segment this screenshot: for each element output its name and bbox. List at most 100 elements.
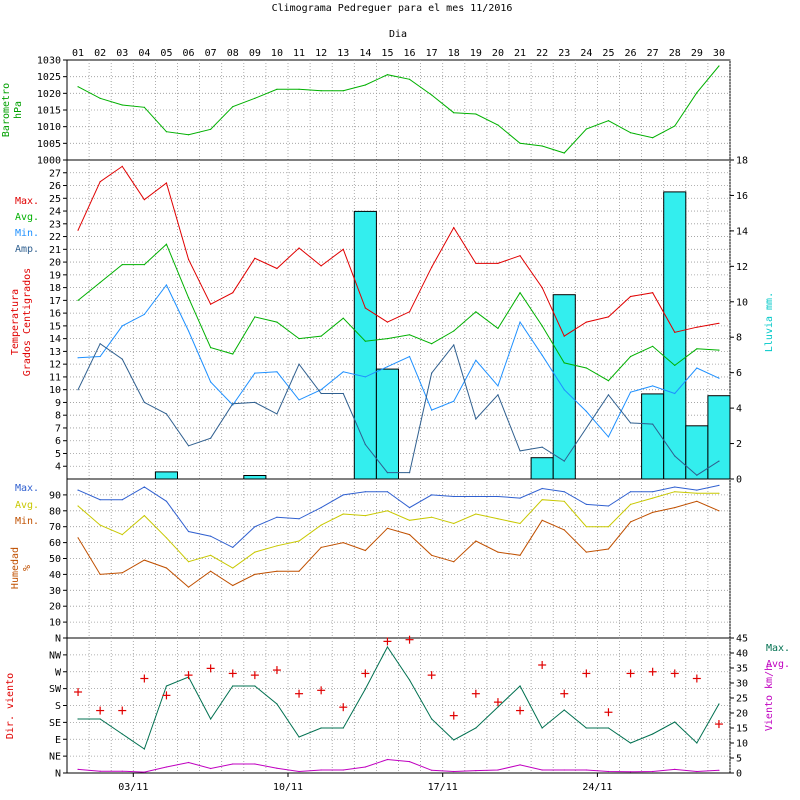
temp-line-max-point: [408, 311, 411, 313]
y2-axis-label: Lluvia mm.: [764, 292, 775, 352]
wind-line-max-point: [453, 739, 455, 741]
temp-line-min-point: [320, 389, 322, 391]
temp-line-max-point: [519, 255, 521, 257]
hum-line-min-point: [453, 561, 455, 563]
barometro-line-point: [431, 94, 433, 96]
wind-line-avg-point: [696, 770, 698, 773]
temp-line-max-point: [541, 287, 543, 289]
wind-line-max-point: [652, 733, 654, 735]
temp-line-min-point: [386, 366, 389, 368]
temp-line-amp-point: [607, 394, 610, 396]
day-label: 19: [470, 48, 482, 59]
temp-line-max-point: [453, 227, 455, 229]
y-tick-label: 1025: [37, 72, 61, 83]
temp-line-max-point: [585, 321, 587, 323]
temp-line-avg-point: [99, 281, 101, 284]
barometro-line-point: [563, 152, 565, 154]
temp-line-min-point: [408, 355, 411, 358]
temp-line-amp-point: [165, 413, 168, 415]
day-label: 26: [625, 48, 637, 59]
wind-line-avg-point: [143, 771, 145, 773]
temp-line-amp-point: [77, 389, 79, 391]
temp-line-avg-point: [408, 334, 411, 336]
wind-direction-marker: [206, 664, 215, 673]
temp-line-max-point: [674, 331, 676, 333]
wind-line-max-point: [607, 727, 610, 729]
wind-line-avg-point: [674, 768, 676, 771]
y2-tick-label: 30: [736, 679, 748, 690]
barometro-line-point: [320, 90, 322, 92]
temp-line-max-point: [99, 181, 101, 183]
temp-line-avg-point: [629, 355, 632, 358]
y2-tick-label: 45: [736, 634, 748, 645]
wind-line-avg-point: [408, 761, 411, 763]
wind-line-avg-point: [99, 770, 101, 772]
legend-entry: Min.: [15, 516, 39, 527]
wind-line-avg-point: [563, 769, 565, 771]
temp-line-avg-point: [77, 299, 79, 301]
temp-line-max-point: [254, 257, 256, 259]
hum-line-max: [77, 484, 720, 549]
temp-line-amp-point: [674, 455, 676, 457]
day-label: 01: [72, 48, 84, 59]
hum-line-avg-point: [519, 522, 521, 525]
temp-line-min-point: [298, 399, 300, 401]
hum-line-min-point: [99, 573, 101, 576]
wind-line-max-point: [121, 733, 123, 735]
axis-label: hPa: [13, 101, 24, 119]
hum-line-avg-point: [320, 524, 322, 526]
hum-line-min-point: [674, 507, 676, 509]
wind-line-max-point: [276, 703, 278, 705]
wind-direction-marker: [96, 706, 105, 715]
wind-line-max-point: [99, 718, 101, 720]
wind-line-max-point: [541, 727, 543, 729]
day-label: 12: [315, 48, 327, 59]
y2-tick-label: 8: [736, 333, 742, 344]
temp-line-amp-point: [210, 437, 212, 439]
temp-line-max-point: [386, 321, 389, 323]
hum-line-avg-point: [652, 497, 654, 499]
y2-tick-label: 0: [736, 769, 742, 780]
hum-line-max-point: [342, 494, 344, 496]
barometro-line-point: [386, 74, 389, 76]
y-tick-label: 25: [49, 194, 61, 205]
barometro-line-point: [342, 90, 344, 92]
y-tick-label: 24: [49, 207, 61, 218]
hum-line-max-point: [320, 507, 322, 509]
day-label: 11: [293, 48, 305, 59]
wind-line-max-point: [696, 742, 698, 744]
day-label: 08: [227, 48, 239, 59]
axis-label: %: [22, 565, 33, 571]
x-tick-label: 10/11: [273, 782, 303, 793]
temp-line-max-point: [607, 316, 610, 318]
wind-line-avg-point: [165, 766, 168, 768]
y-tick-label: 11: [49, 372, 61, 383]
wind-line-avg-point: [386, 758, 389, 761]
barometro-line-point: [298, 88, 300, 90]
temp-line-min-point: [99, 355, 101, 358]
temp-line-avg-point: [453, 330, 455, 332]
wind-line-avg-point: [121, 770, 123, 772]
temp-line-min-point: [254, 372, 256, 374]
wind-direction-marker: [604, 708, 613, 717]
temp-line-min-point: [187, 330, 190, 332]
y-tick-label: 1020: [37, 89, 61, 100]
wind-line-avg-point: [652, 770, 654, 773]
y-tick-label: 1030: [37, 56, 61, 67]
temp-line-max-point: [232, 292, 234, 294]
temp-line-max-point: [629, 295, 632, 298]
wind-direction-marker: [272, 666, 281, 675]
day-label: 30: [713, 48, 725, 59]
y-tick-label: 6: [55, 436, 61, 447]
temp-line-avg-point: [585, 367, 587, 369]
temp-line-min-point: [652, 385, 654, 387]
hum-line-min-point: [497, 551, 499, 553]
wind-line-max-point: [475, 727, 477, 729]
hum-line-min-point: [563, 529, 565, 531]
wind-direction-marker: [471, 689, 480, 698]
wind-line-avg-point: [519, 764, 521, 766]
y2-tick-label: 14: [736, 226, 748, 237]
hum-line-max-point: [453, 495, 455, 498]
y2-tick-label: 5: [736, 754, 742, 765]
humedad-panel: 10 20 30 40 50 60 70 80 90 Max. Avg. Min. Humedad%: [10, 478, 731, 639]
